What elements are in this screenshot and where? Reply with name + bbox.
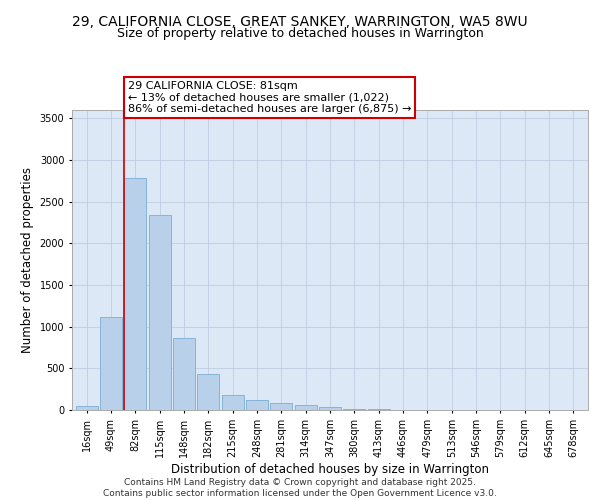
Text: Contains HM Land Registry data © Crown copyright and database right 2025.
Contai: Contains HM Land Registry data © Crown c… <box>103 478 497 498</box>
Text: 29 CALIFORNIA CLOSE: 81sqm
← 13% of detached houses are smaller (1,022)
86% of s: 29 CALIFORNIA CLOSE: 81sqm ← 13% of deta… <box>128 81 412 114</box>
Bar <box>173 338 195 410</box>
Bar <box>76 406 98 410</box>
Bar <box>221 395 244 410</box>
Bar <box>246 400 268 410</box>
Bar <box>124 178 146 410</box>
Y-axis label: Number of detached properties: Number of detached properties <box>21 167 34 353</box>
Bar <box>100 316 122 410</box>
Text: Size of property relative to detached houses in Warrington: Size of property relative to detached ho… <box>116 28 484 40</box>
Bar <box>149 215 170 410</box>
X-axis label: Distribution of detached houses by size in Warrington: Distribution of detached houses by size … <box>171 462 489 475</box>
Bar <box>343 409 365 410</box>
Bar <box>271 402 292 410</box>
Bar <box>295 405 317 410</box>
Bar <box>319 407 341 410</box>
Bar <box>197 374 219 410</box>
Text: 29, CALIFORNIA CLOSE, GREAT SANKEY, WARRINGTON, WA5 8WU: 29, CALIFORNIA CLOSE, GREAT SANKEY, WARR… <box>72 15 528 29</box>
